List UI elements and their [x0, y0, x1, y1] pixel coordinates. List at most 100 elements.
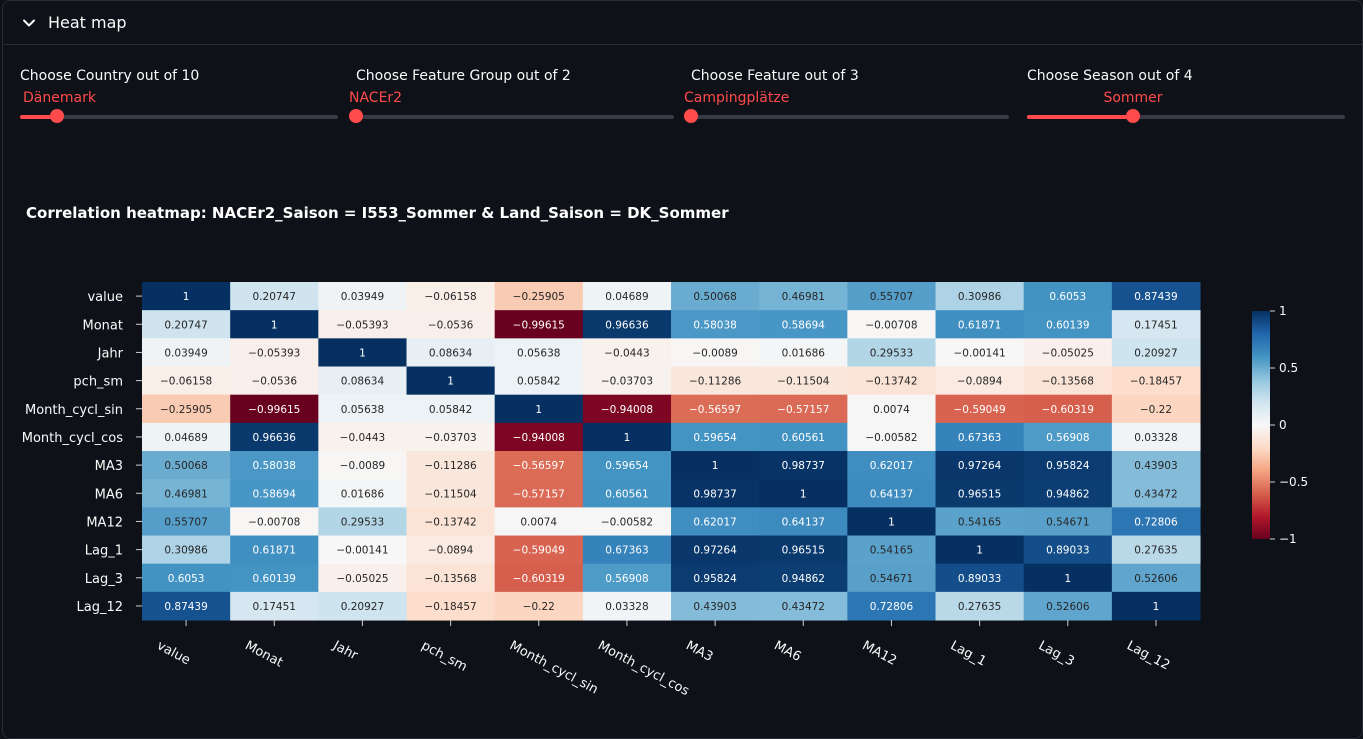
heatmap-cell-label: 0.08634	[341, 376, 385, 388]
heatmap-cell	[935, 394, 1025, 424]
heatmap-cell-label: 0.01686	[341, 488, 385, 500]
heatmap-cell-label: 0.97264	[693, 545, 737, 557]
heatmap-cell-label: 0.46981	[782, 291, 825, 303]
heatmap-cell-label: 0.72806	[870, 601, 914, 613]
heatmap-cell	[759, 310, 848, 339]
heatmap-cell	[406, 591, 496, 621]
country-slider-thumb[interactable]	[50, 109, 64, 123]
heatmap-cell	[142, 394, 231, 424]
heatmap-cell	[671, 591, 760, 621]
country-slider-track[interactable]	[20, 115, 338, 119]
heatmap-cell-label: 0.55707	[870, 291, 913, 303]
heatmap-cell	[406, 479, 496, 508]
heatmap-cell-label: −0.11286	[689, 376, 742, 388]
heatmap-cell	[671, 507, 760, 537]
heatmap-cell-label: 0.95824	[1046, 460, 1090, 472]
heatmap-cell-label: 0.98737	[782, 460, 825, 472]
feature-slider-track[interactable]	[691, 115, 1009, 119]
heatmap-cell-label: 1	[624, 432, 631, 444]
heatmap-cell-label: 0.20927	[1134, 347, 1177, 359]
heatmap-cell	[1111, 282, 1201, 311]
feature-slider-thumb[interactable]	[684, 109, 698, 123]
heatmap-cell-label: −0.05393	[336, 319, 388, 331]
heatmap-cell-label: −0.0443	[340, 432, 386, 444]
heatmap-cell	[847, 451, 937, 480]
heatmap-cell	[1023, 394, 1113, 424]
heatmap-cell-label: 0.03328	[1134, 432, 1177, 444]
heatmap-cell	[671, 479, 760, 508]
heatmap-cell-label: 0.94862	[782, 573, 825, 585]
heatmap-cell	[230, 563, 319, 593]
heatmap-cell-label: 1	[271, 319, 278, 331]
heatmap-cell	[847, 535, 937, 565]
heatmap-cell	[494, 591, 584, 621]
heatmap-cell	[230, 479, 319, 508]
heatmap-cell-label: 0.29533	[870, 347, 913, 359]
heatmap-cell	[142, 282, 231, 311]
heatmap-cell	[1023, 422, 1113, 452]
heatmap-cell-label: 0.05842	[429, 404, 472, 416]
heatmap-cell-label: 0.58038	[253, 460, 296, 472]
heatmap-cell	[935, 282, 1025, 311]
heatmap-cell	[142, 310, 231, 339]
heatmap-cell	[494, 310, 584, 339]
season-slider-thumb[interactable]	[1126, 109, 1140, 123]
heatmap-cell	[759, 535, 848, 565]
heatmap-cell	[1023, 591, 1113, 621]
heatmap-cell-label: −0.11504	[777, 376, 830, 388]
heatmap-cell-label: 0.05842	[517, 376, 560, 388]
season-slider-track[interactable]	[1027, 115, 1345, 119]
colorbar-tick-label: −1	[1279, 532, 1297, 546]
heatmap-cell-label: −0.11286	[424, 460, 477, 472]
heatmap-cell	[1023, 535, 1113, 565]
y-tick-label: MA3	[95, 459, 123, 474]
heatmap-cell	[582, 422, 672, 452]
heatmap-cell	[142, 591, 231, 621]
heatmap-cell	[671, 563, 760, 593]
colorbar-tick-label: 0	[1279, 418, 1287, 432]
heatmap-cell-label: 0.54671	[870, 573, 913, 585]
heatmap-cell-label: 0.87439	[164, 601, 207, 613]
y-tick-label: MA12	[86, 515, 123, 530]
heatmap-cell-label: 0.60561	[782, 432, 825, 444]
heatmap-cell	[142, 366, 231, 396]
heatmap-cell	[318, 310, 408, 339]
heatmap-cell	[230, 591, 319, 621]
heatmap-cell-label: −0.57157	[513, 488, 565, 500]
colorbar	[1252, 311, 1270, 539]
heatmap-cell	[406, 282, 496, 311]
heatmap-cell	[759, 563, 848, 593]
heatmap-cell-label: −0.00708	[248, 516, 300, 528]
y-tick-label: Lag_1	[85, 544, 123, 559]
heatmap-cell-label: 0.60561	[605, 488, 648, 500]
heatmap-cell-label: −0.56597	[689, 404, 741, 416]
heatmap-cell-label: 1	[888, 516, 895, 528]
heatmap-cell-label: 0.67363	[958, 432, 1001, 444]
heatmap-cell	[1111, 422, 1201, 452]
heatmap-cell-label: −0.00582	[601, 516, 653, 528]
feature-group-slider-value: NACEr2	[349, 90, 403, 106]
country-slider-value: Dänemark	[23, 90, 96, 106]
heatmap-cell	[582, 479, 672, 508]
heatmap-cell-label: 0.6053	[168, 573, 205, 585]
heatmap-cell	[318, 451, 408, 480]
season-slider: Choose Season out of 4 Sommer	[1027, 64, 1345, 126]
heatmap-cell-label: 0.52606	[1046, 601, 1090, 613]
heatmap-cell-label: 0.43472	[1134, 488, 1177, 500]
heatmap-cell	[1023, 451, 1113, 480]
heatmap-cell-label: 0.56908	[605, 573, 648, 585]
heatmap-cell-label: −0.0894	[957, 376, 1003, 388]
heatmap-cell-label: 0.98737	[693, 488, 736, 500]
heatmap-cell-label: −0.13742	[424, 516, 476, 528]
expander-header[interactable]: Heat map	[3, 1, 1362, 45]
heatmap-cell	[318, 563, 408, 593]
heatmap-cell-label: 0.29533	[341, 516, 384, 528]
heatmap-cell	[1023, 563, 1113, 593]
feature-group-slider-track[interactable]	[356, 115, 674, 119]
heatmap-cell	[759, 422, 848, 452]
feature-group-slider-thumb[interactable]	[349, 109, 363, 123]
heatmap-cell	[230, 451, 319, 480]
heatmap-cell	[318, 394, 408, 424]
heatmap-cell	[318, 338, 408, 368]
x-tick-label: Month_cycl_sin	[507, 638, 601, 697]
